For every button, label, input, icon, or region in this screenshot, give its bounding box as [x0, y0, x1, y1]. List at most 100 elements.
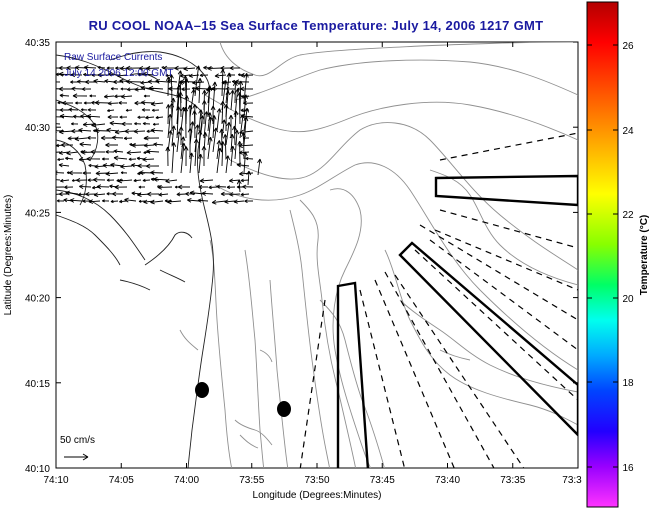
surface-current-vectors [56, 65, 262, 205]
current-vector [236, 162, 250, 168]
current-vector [110, 199, 119, 204]
current-vector [85, 192, 97, 197]
current-vector [58, 150, 70, 155]
current-vector [145, 163, 160, 169]
current-vector [221, 119, 227, 139]
current-vector [220, 69, 226, 97]
current-vector [228, 178, 241, 183]
current-vector [58, 71, 74, 77]
current-vector [101, 199, 110, 203]
current-vector [201, 145, 207, 166]
current-vector [189, 190, 205, 196]
current-vector [107, 101, 119, 106]
current-vector [233, 199, 245, 204]
current-vector [143, 151, 151, 155]
current-vector [69, 198, 83, 203]
current-vector [243, 94, 248, 118]
current-vector [70, 80, 79, 84]
current-vector [76, 178, 88, 183]
current-vector [94, 164, 106, 169]
current-vector [110, 162, 124, 168]
current-vector [243, 116, 249, 146]
x-tick-label: 73:50 [304, 475, 329, 486]
current-vector [171, 142, 177, 174]
current-vector [56, 151, 61, 154]
current-vector [120, 87, 128, 91]
legend-line-1: Raw Surface Currents [64, 52, 162, 63]
current-vector [165, 76, 171, 97]
colorbar-tick-label: 22 [622, 210, 634, 221]
current-vector [240, 178, 250, 183]
current-vector [93, 177, 106, 183]
current-vector [197, 198, 209, 203]
current-vector [126, 87, 137, 92]
current-vector [201, 100, 207, 125]
current-vector [105, 142, 118, 148]
current-vector [187, 104, 193, 131]
current-vector [198, 153, 203, 174]
current-vector [146, 191, 160, 197]
current-vector [142, 121, 151, 126]
current-vector [57, 157, 65, 162]
current-vector [75, 101, 82, 105]
current-vector [189, 89, 196, 118]
current-vector [70, 122, 79, 126]
current-vector [107, 109, 115, 113]
x-tick-label: 74:00 [174, 475, 199, 486]
current-vector [153, 176, 169, 182]
current-vector [56, 81, 61, 83]
current-vector [56, 193, 61, 195]
current-vector [133, 129, 146, 134]
current-vector [212, 81, 218, 111]
current-vector [125, 108, 133, 112]
current-vector [70, 72, 83, 78]
current-vector [121, 121, 133, 127]
current-vector [97, 65, 106, 70]
current-vector [239, 114, 246, 139]
current-vector [125, 65, 142, 71]
current-vector [155, 115, 164, 120]
x-axis-label: Longitude (Degrees:Minutes) [253, 490, 382, 501]
current-vector [110, 87, 119, 91]
current-vector [88, 163, 97, 168]
current-vector [56, 199, 65, 203]
current-vector [197, 130, 203, 160]
current-vector [245, 156, 254, 161]
current-vector [230, 145, 235, 167]
current-vector [146, 149, 160, 154]
current-vector [192, 110, 197, 139]
current-vector [143, 94, 150, 98]
y-tick-label: 40:30 [25, 123, 50, 134]
current-vector [199, 73, 209, 78]
current-vector [176, 93, 182, 125]
current-vector [224, 199, 236, 204]
current-vector [116, 73, 128, 78]
current-vector [150, 170, 164, 176]
current-vector [142, 157, 155, 162]
current-vector [210, 105, 216, 125]
current-vector [64, 185, 74, 190]
current-vector [112, 191, 124, 197]
current-vector [178, 126, 184, 146]
current-vector [144, 135, 160, 141]
current-vector [140, 100, 155, 105]
current-vector [165, 104, 171, 125]
current-vector [86, 156, 101, 162]
current-vector [137, 115, 146, 120]
current-vector [216, 147, 223, 174]
current-vector [216, 108, 222, 132]
current-vector [87, 135, 97, 140]
x-tick-label: 73:55 [239, 475, 264, 486]
current-vector [126, 150, 142, 156]
current-vector [220, 141, 226, 167]
current-vector [150, 128, 164, 133]
x-tick-label: 74:05 [109, 475, 134, 486]
current-vector [58, 163, 70, 168]
current-vector [120, 164, 133, 169]
current-vector [157, 184, 173, 190]
current-vector [93, 192, 106, 198]
colorbar-tick-label: 16 [622, 463, 634, 474]
current-vector [186, 197, 200, 203]
current-vector [65, 156, 74, 161]
current-vector [176, 131, 182, 153]
